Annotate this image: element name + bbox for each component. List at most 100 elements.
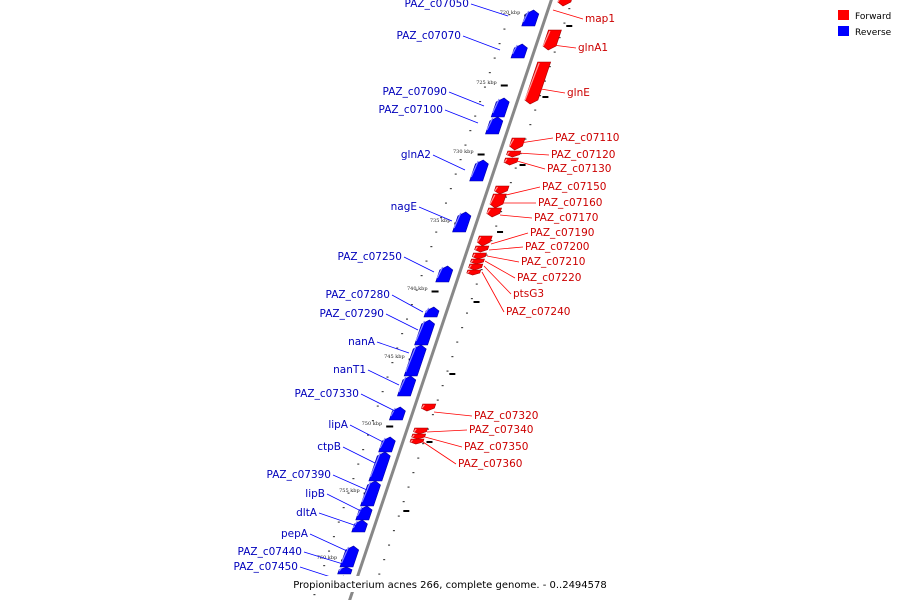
gene-label-PAZ_c07050[interactable]: PAZ_c07050 [405,0,469,10]
gene-arrow-PAZ_c07100[interactable] [485,116,504,135]
gene-label-lipB[interactable]: lipB [305,488,325,500]
gene-label-PAZ_c07440[interactable]: PAZ_c07440 [238,546,302,558]
gene-arrow-highlight [486,117,494,131]
gene-label-PAZ_c07330[interactable]: PAZ_c07330 [295,388,359,400]
gene-label-ctpB[interactable]: ctpB [317,441,341,453]
gene-label-glnA2[interactable]: glnA2 [401,149,431,161]
gene-arrow-PAZ_c07210[interactable] [471,252,487,260]
gene-arrow-ptsG3[interactable] [468,263,484,271]
gene-arrow-highlight [369,452,381,478]
gene-arrow-map1[interactable] [557,0,574,7]
gene-label-PAZ_c07150[interactable]: PAZ_c07150 [542,181,606,193]
gene-label-PAZ_c07320[interactable]: PAZ_c07320 [474,410,538,422]
gene-label-PAZ_c07160[interactable]: PAZ_c07160 [538,197,602,209]
gene-arrow-PAZ_c07320[interactable] [420,403,437,412]
gene-arrow-PAZ_c07350[interactable] [411,433,427,440]
gene-label-glnA1[interactable]: glnA1 [578,42,608,54]
gene-arrow-PAZ_c07160[interactable] [489,193,507,209]
gene-arrow-lipA[interactable] [378,436,396,453]
gene-arrow-PAZ_c07360[interactable] [409,438,425,445]
gene-arrow-PAZ_c07290[interactable] [414,319,435,346]
gene-label-pepA[interactable]: pepA [281,528,309,540]
gene-label-map1[interactable]: map1 [585,13,615,25]
gene-arrow-PAZ_c07250[interactable] [435,265,454,283]
leader-line-PAZ_c07050 [470,3,509,17]
leader-line-dltA [318,512,358,527]
label-leader-layer [299,3,584,581]
gene-arrow-PAZ_c07220[interactable] [470,258,485,265]
leader-line-lipB [326,493,362,512]
leader-line-PAZ_c07320 [433,411,473,417]
track-dot [469,130,472,132]
leader-line-nagE [418,206,453,222]
tick-label: 755 kbp [339,488,360,494]
leader-line-PAZ_c07190 [490,232,529,245]
gene-label-PAZ_c07130[interactable]: PAZ_c07130 [547,163,611,175]
gene-arrow-PAZ_c07240[interactable] [466,269,482,276]
gene-label-dltA[interactable]: dltA [296,507,318,519]
gene-arrow-highlight [467,270,470,274]
legend-label-reverse: Reverse [855,28,892,38]
gene-label-PAZ_c07190[interactable]: PAZ_c07190 [530,227,594,239]
gene-arrow-PAZ_c07110[interactable] [509,137,526,151]
leader-line-lipA [349,424,384,443]
gene-arrow-glnA2[interactable] [469,159,489,182]
track-dot [485,254,488,256]
track-dot [342,507,345,509]
gene-arrow-PAZ_c07200[interactable] [474,245,490,253]
gene-label-PAZ_c07350[interactable]: PAZ_c07350 [464,441,528,453]
gene-label-nanA[interactable]: nanA [348,336,376,348]
gene-label-PAZ_c07100[interactable]: PAZ_c07100 [379,104,443,116]
tick-label: 740 kbp [407,286,428,292]
gene-arrow-ctpB[interactable] [368,451,391,482]
track-dot [376,405,379,407]
tick-label: 720 kbp [500,10,521,16]
gene-arrow-PAZ_c07090[interactable] [490,97,510,118]
gene-label-PAZ_c07290[interactable]: PAZ_c07290 [320,308,384,320]
gene-label-PAZ_c07220[interactable]: PAZ_c07220 [517,272,581,284]
leader-line-ptsG3 [483,265,512,295]
gene-arrow-nanT1[interactable] [397,375,417,397]
gene-label-lipA[interactable]: lipA [328,419,348,431]
gene-arrow-nagE[interactable] [452,211,472,233]
gene-label-PAZ_c07200[interactable]: PAZ_c07200 [525,241,589,253]
gene-label-PAZ_c07280[interactable]: PAZ_c07280 [326,289,390,301]
gene-label-PAZ_c07110[interactable]: PAZ_c07110 [555,132,619,144]
leader-line-glnA2 [432,154,466,171]
gene-label-glnE[interactable]: glnE [567,87,590,99]
gene-arrow-PAZ_c07150[interactable] [494,185,510,195]
gene-arrow-PAZ_c07340[interactable] [413,427,429,435]
gene-arrow-PAZ_c07390[interactable] [360,480,381,507]
gene-arrow-PAZ_c07170[interactable] [486,207,503,218]
gene-label-PAZ_c07340[interactable]: PAZ_c07340 [469,424,533,436]
gene-label-PAZ_c07120[interactable]: PAZ_c07120 [551,149,615,161]
gene-label-PAZ_c07250[interactable]: PAZ_c07250 [338,251,402,263]
gene-arrow-PAZ_c07130[interactable] [503,157,519,166]
gene-label-PAZ_c07390[interactable]: PAZ_c07390 [267,469,331,481]
track-dot [388,544,391,546]
gene-arrow-PAZ_c07050[interactable] [521,9,540,27]
gene-arrow-highlight [356,506,363,517]
gene-label-PAZ_c07240[interactable]: PAZ_c07240 [506,306,570,318]
gene-label-PAZ_c07360[interactable]: PAZ_c07360 [458,458,522,470]
gene-label-PAZ_c07070[interactable]: PAZ_c07070 [397,30,461,42]
gene-label-PAZ_c07090[interactable]: PAZ_c07090 [383,86,447,98]
gene-arrow-PAZ_c07190[interactable] [476,235,493,247]
gene-label-PAZ_c07210[interactable]: PAZ_c07210 [521,256,585,268]
gene-label-PAZ_c07170[interactable]: PAZ_c07170 [534,212,598,224]
gene-label-nagE[interactable]: nagE [391,201,417,213]
caption-background [300,576,602,592]
track-dot [449,188,452,190]
track-dot [323,565,326,567]
track-dot [504,196,507,198]
gene-arrow-PAZ_c07120[interactable] [506,150,522,158]
track-dot [392,530,395,532]
track-dot [371,420,374,422]
gene-label-nanT1[interactable]: nanT1 [333,364,366,376]
track-dot [391,362,394,364]
gene-label-ptsG3[interactable]: ptsG3 [513,288,544,300]
gene-label-PAZ_c07450[interactable]: PAZ_c07450 [234,561,298,573]
track-dot [479,101,482,103]
legend-swatch-reverse [838,26,849,36]
track-dot [461,327,464,329]
